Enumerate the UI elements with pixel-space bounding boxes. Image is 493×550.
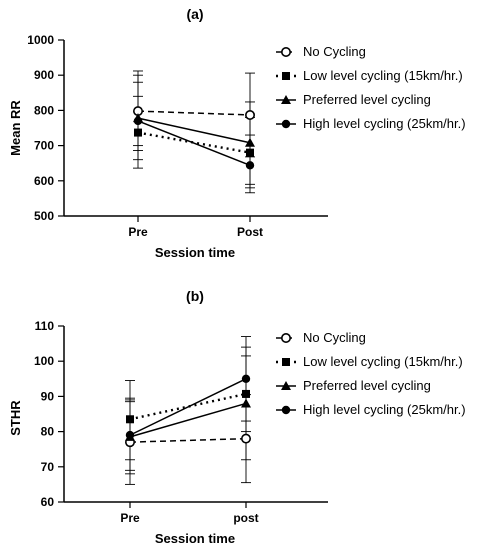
panel-b-x-ticks: Pre post bbox=[120, 502, 259, 525]
panel-b-legend: No Cycling Low level cycling (15km/hr.) … bbox=[276, 330, 466, 417]
legend-label: Low level cycling (15km/hr.) bbox=[303, 354, 463, 369]
x-tick-label: Pre bbox=[128, 225, 148, 239]
series-line bbox=[129, 437, 247, 443]
data-point bbox=[133, 116, 143, 126]
y-tick-label: 600 bbox=[34, 174, 54, 188]
series-line bbox=[137, 120, 251, 167]
data-point bbox=[242, 389, 250, 398]
series-line bbox=[129, 392, 247, 421]
series-line bbox=[137, 110, 251, 116]
panel-a: (a) Mean RR Session time 500 600 700 800… bbox=[8, 6, 466, 260]
legend-label: High level cycling (25km/hr.) bbox=[303, 402, 466, 417]
panel-b-xlabel: Session time bbox=[155, 531, 235, 546]
data-point bbox=[125, 430, 135, 440]
legend-marker bbox=[280, 46, 291, 57]
legend-label: High level cycling (25km/hr.) bbox=[303, 116, 466, 131]
legend-marker bbox=[282, 358, 290, 366]
x-tick-label: post bbox=[233, 511, 258, 525]
y-tick-label: 700 bbox=[34, 139, 54, 153]
panel-a-xlabel: Session time bbox=[155, 245, 235, 260]
data-point bbox=[241, 374, 251, 383]
panel-a-x-ticks: Pre Post bbox=[128, 216, 263, 239]
x-tick-label: Post bbox=[237, 225, 263, 239]
panel-a-y-ticks: 500 600 700 800 900 1000 bbox=[27, 33, 64, 223]
y-tick-label: 60 bbox=[41, 495, 55, 509]
legend-label: Low level cycling (15km/hr.) bbox=[303, 68, 463, 83]
series-line bbox=[137, 117, 251, 144]
panel-a-legend: No Cycling Low level cycling (15km/hr.) … bbox=[276, 44, 466, 131]
legend-label: Preferred level cycling bbox=[303, 378, 431, 393]
panel-a-ylabel: Mean RR bbox=[8, 100, 23, 156]
panel-b: (b) STHR Session time 60 70 80 90 100 11… bbox=[8, 288, 466, 546]
data-point bbox=[134, 128, 142, 137]
y-tick-label: 1000 bbox=[27, 33, 54, 47]
series-line bbox=[129, 402, 247, 438]
panel-b-plot bbox=[125, 336, 252, 485]
legend-marker bbox=[280, 332, 291, 343]
y-tick-label: 110 bbox=[35, 319, 55, 333]
legend-label: Preferred level cycling bbox=[303, 92, 431, 107]
x-tick-label: Pre bbox=[120, 511, 140, 525]
data-point bbox=[241, 433, 252, 444]
y-tick-label: 70 bbox=[41, 460, 55, 474]
panel-a-plot bbox=[133, 70, 256, 194]
legend-label: No Cycling bbox=[303, 44, 366, 59]
legend-marker bbox=[281, 95, 291, 104]
legend-marker bbox=[282, 72, 290, 80]
legend-marker bbox=[281, 381, 291, 390]
data-point bbox=[241, 398, 251, 408]
y-tick-label: 500 bbox=[34, 209, 54, 223]
legend-marker bbox=[281, 405, 291, 415]
y-tick-label: 100 bbox=[34, 354, 54, 368]
legend-label: No Cycling bbox=[303, 330, 366, 345]
panel-a-title: (a) bbox=[186, 6, 203, 22]
panel-b-legend-symbols bbox=[276, 332, 296, 415]
panel-a-legend-symbols bbox=[276, 46, 296, 129]
series-line bbox=[137, 131, 251, 154]
legend-marker bbox=[281, 119, 291, 129]
data-point bbox=[245, 137, 255, 147]
data-point bbox=[246, 148, 254, 157]
series-line bbox=[129, 378, 247, 436]
y-tick-label: 800 bbox=[34, 103, 54, 117]
data-point bbox=[126, 415, 134, 424]
y-tick-label: 80 bbox=[41, 425, 55, 439]
data-point bbox=[245, 109, 256, 120]
panel-b-ylabel: STHR bbox=[8, 400, 23, 436]
y-tick-label: 900 bbox=[34, 68, 54, 82]
y-tick-label: 90 bbox=[41, 389, 55, 403]
panel-b-title: (b) bbox=[186, 288, 204, 304]
data-point bbox=[245, 161, 255, 170]
panel-b-y-ticks: 60 70 80 90 100 110 bbox=[34, 319, 64, 509]
